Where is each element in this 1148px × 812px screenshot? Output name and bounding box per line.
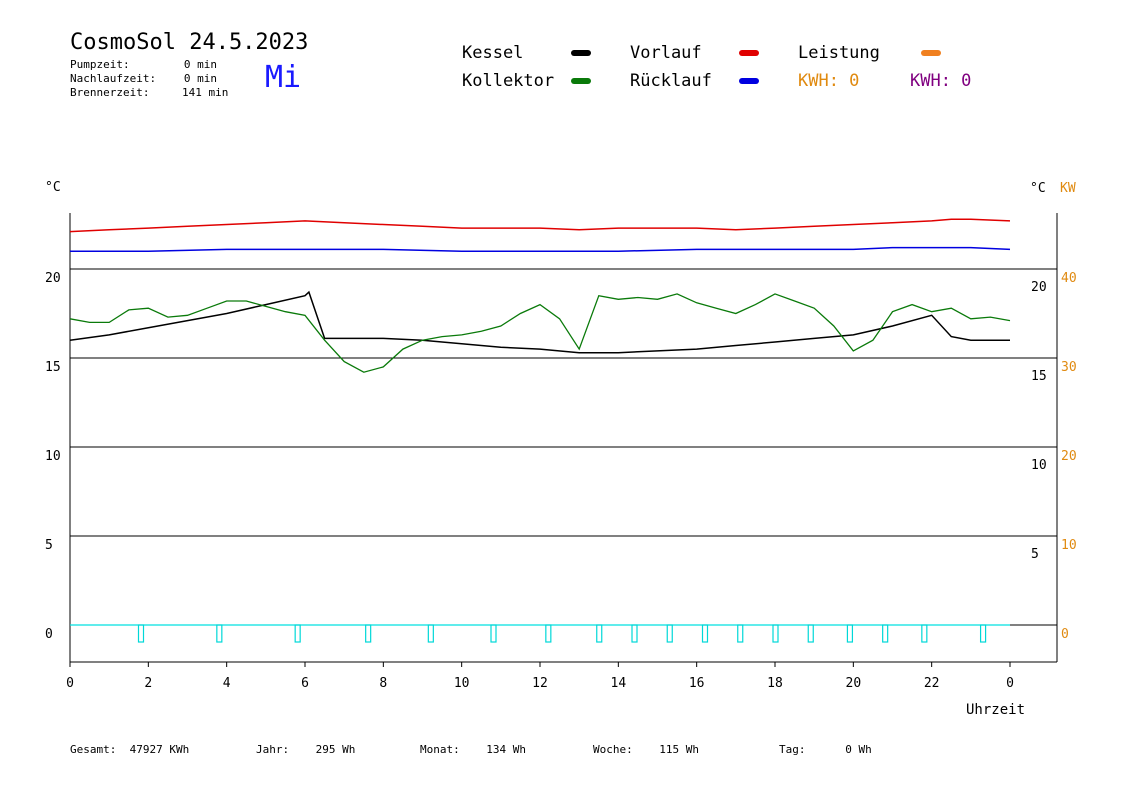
weekday-label: Mi: [265, 60, 302, 95]
series-kollektor: [69, 293, 1011, 373]
x-tick-label: 22: [924, 676, 940, 691]
footer-tag: Tag: 0 Wh: [779, 743, 872, 756]
y-tick-kw: 40: [1061, 271, 1077, 286]
kwh-orange: KWH: 0: [798, 71, 860, 91]
x-tick-label: 0: [1006, 676, 1014, 691]
x-tick-label: 4: [223, 676, 231, 691]
footer-monat: Monat: 134 Wh: [420, 743, 526, 756]
y-tick-right: 15: [1031, 369, 1047, 384]
pump-pulse: [772, 624, 779, 643]
legend-leistung: Leistung: [798, 43, 880, 63]
stat-nachlaufzeit: Nachlaufzeit: 0 min: [70, 72, 217, 85]
y-tick-right: 20: [1031, 280, 1047, 295]
left-unit: °C: [45, 180, 61, 195]
legend-kessel-swatch: [571, 50, 591, 56]
y-tick-left: 0: [45, 627, 53, 642]
x-tick-label: 6: [301, 676, 309, 691]
stat-pumpzeit: Pumpzeit: 0 min: [70, 58, 217, 71]
pump-pulse: [807, 624, 814, 643]
footer-woche: Woche: 115 Wh: [593, 743, 699, 756]
x-axis-label: Uhrzeit: [966, 702, 1026, 718]
pump-pulse: [490, 624, 497, 643]
x-tick-label: 14: [611, 676, 627, 691]
y-tick-left: 5: [45, 538, 53, 553]
pump-pulse: [737, 624, 744, 643]
footer-gesamt: Gesamt: 47927 KWh: [70, 743, 190, 756]
y-tick-kw: 10: [1061, 538, 1077, 553]
x-tick-label: 20: [846, 676, 862, 691]
right-unit-kw: KW: [1060, 181, 1076, 196]
y-tick-left: 15: [45, 360, 61, 375]
kwh-purple: KWH: 0: [910, 71, 972, 91]
pump-pulse: [545, 624, 552, 643]
x-tick-label: 16: [689, 676, 705, 691]
pump-pulse: [427, 624, 434, 643]
pump-pulse: [294, 624, 301, 643]
pump-pulse: [596, 624, 603, 643]
legend-leistung-swatch: [921, 50, 941, 56]
x-tick-label: 10: [454, 676, 470, 691]
chart-title: CosmoSol 24.5.2023: [70, 30, 309, 55]
series-vorlauf: [69, 218, 1011, 233]
legend-vorlauf: Vorlauf: [630, 43, 702, 63]
y-tick-left: 10: [45, 449, 61, 464]
x-tick-label: 18: [767, 676, 783, 691]
series-ruecklauf: [70, 246, 1011, 252]
right-unit: °C: [1030, 181, 1046, 196]
pump-pulse: [216, 624, 223, 643]
legend-ruecklauf-swatch: [739, 78, 759, 84]
pump-pulse: [846, 624, 854, 643]
pump-pulse: [666, 624, 673, 643]
y-tick-right: 5: [1031, 547, 1039, 562]
pump-pulse: [979, 624, 987, 643]
pump-pulse: [137, 624, 145, 643]
pump-pulse: [365, 624, 372, 643]
pump-pulse: [921, 624, 928, 643]
x-tick-label: 12: [532, 676, 548, 691]
x-tick-label: 8: [379, 676, 387, 691]
legend-vorlauf-swatch: [739, 50, 759, 56]
footer-jahr: Jahr: 295 Wh: [256, 743, 356, 756]
y-tick-kw: 20: [1061, 449, 1077, 464]
legend-kollektor-swatch: [571, 78, 591, 84]
y-tick-left: 20: [45, 271, 61, 286]
pump-pulse: [631, 624, 638, 643]
x-tick-label: 0: [66, 676, 74, 691]
y-tick-right: 10: [1031, 458, 1047, 473]
pump-pulse: [701, 624, 709, 643]
legend-kollektor: Kollektor: [462, 71, 555, 91]
series-kessel: [69, 290, 1010, 354]
legend-kessel: Kessel: [462, 43, 524, 63]
y-tick-kw: 0: [1061, 627, 1069, 642]
y-tick-kw: 30: [1061, 360, 1077, 375]
legend-ruecklauf: Rücklauf: [630, 71, 712, 91]
pump-pulse: [882, 624, 889, 643]
x-tick-label: 2: [144, 676, 152, 691]
